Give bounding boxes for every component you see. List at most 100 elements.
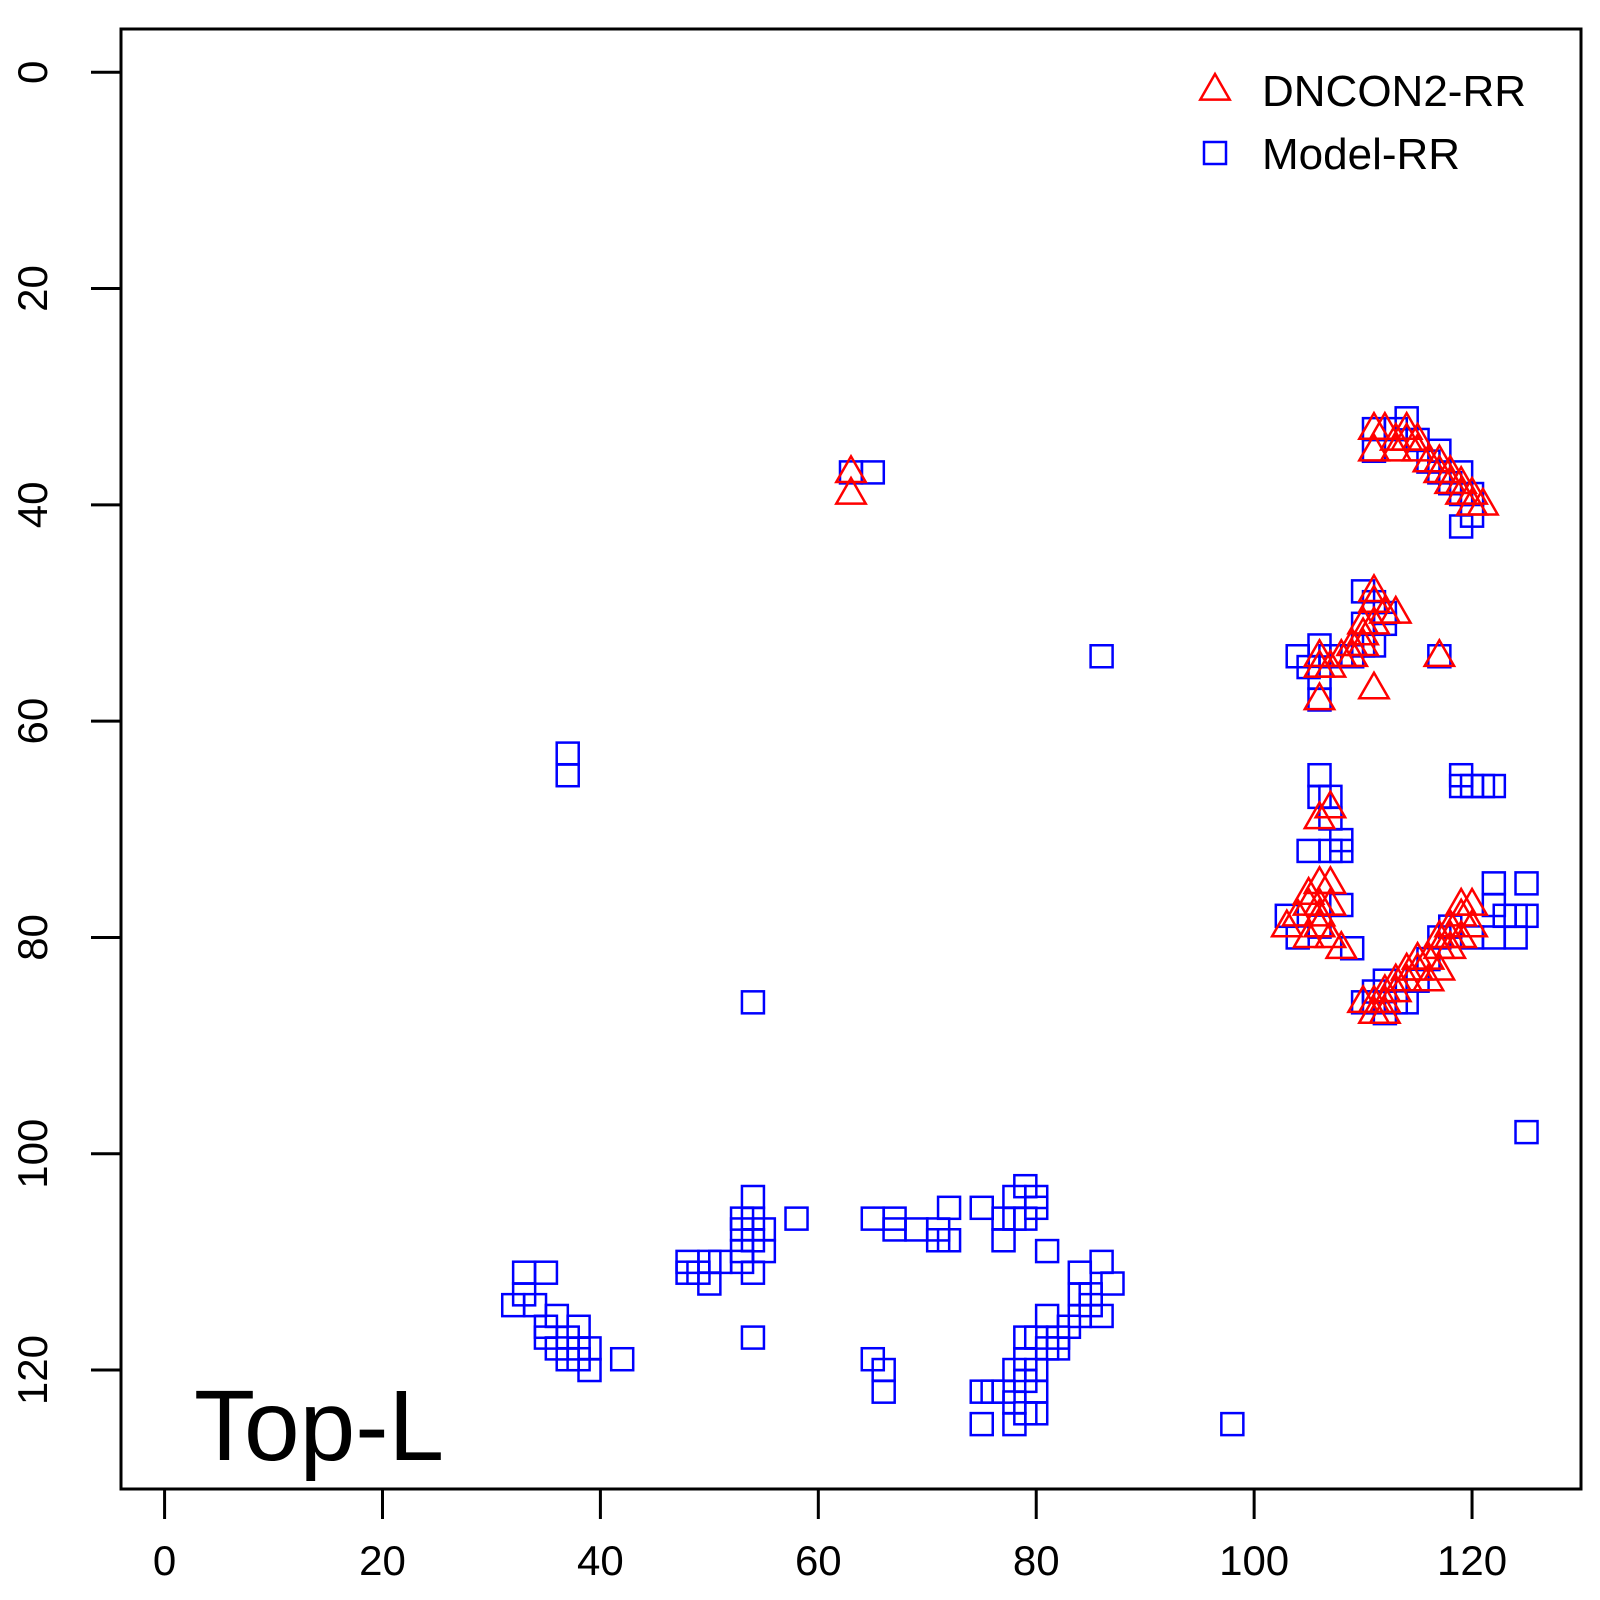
chart-annotation: Top-L — [194, 1370, 444, 1482]
dncon2-rr-point — [1302, 648, 1337, 678]
dncon2-rr-point — [1280, 897, 1315, 927]
dncon2-rr-point — [1455, 475, 1489, 505]
dncon2-rr-point — [1357, 583, 1391, 614]
series-0 — [500, 406, 1539, 1437]
dncon2-rr-point — [1346, 605, 1380, 635]
model-rr-point — [1100, 1271, 1125, 1296]
dncon2-rr-point — [1389, 962, 1424, 992]
x-tick-label: 40 — [577, 1537, 624, 1584]
dncon2-rr-point — [1389, 410, 1424, 440]
model-rr-point — [784, 1206, 809, 1231]
dncon2-rr-point — [834, 475, 868, 505]
dncon2-rr-point — [1378, 432, 1413, 462]
y-tick-label: 40 — [9, 481, 56, 528]
y-tick-label: 20 — [9, 265, 56, 312]
x-tick-label: 60 — [795, 1537, 842, 1584]
dncon2-rr-point — [1346, 626, 1380, 657]
dncon2-rr-point — [1455, 886, 1489, 916]
legend-label: DNCON2-RR — [1262, 67, 1526, 116]
dncon2-rr-point — [1346, 616, 1380, 646]
model-rr-point — [1307, 762, 1332, 788]
x-tick-label: 20 — [359, 1537, 406, 1584]
model-rr-point — [1514, 871, 1539, 896]
model-rr-point — [555, 741, 580, 766]
dncon2-rr-point — [1378, 594, 1413, 624]
model-rr-point — [1427, 644, 1452, 669]
model-rr-point — [740, 1325, 766, 1350]
series-layer — [500, 406, 1539, 1437]
legend-label: Model-RR — [1262, 130, 1460, 179]
y-tick-label: 0 — [9, 61, 56, 84]
model-rr-point — [1034, 1303, 1060, 1329]
dncon2-rr-point — [1291, 875, 1326, 906]
dncon2-rr-point — [1400, 432, 1435, 462]
dncon2-rr-point — [1302, 681, 1337, 711]
model-rr-point — [675, 1260, 700, 1285]
dncon2-rr-point — [1313, 918, 1348, 949]
dncon2-rr-point — [1302, 897, 1337, 927]
x-tick-label: 0 — [153, 1537, 176, 1584]
model-rr-point — [1514, 1119, 1539, 1145]
dncon2-rr-point — [1269, 908, 1304, 938]
y-axis: 0 20 40 60 80 100 120 — [9, 61, 123, 1405]
series-1 — [834, 410, 1500, 1024]
model-rr-point — [1448, 773, 1474, 799]
dncon2-rr-point — [1357, 432, 1391, 462]
y-tick-label: 60 — [9, 698, 56, 745]
legend-square-icon — [1202, 140, 1228, 166]
model-rr-point — [969, 1379, 994, 1404]
plot-frame — [119, 27, 1583, 1491]
model-rr-point — [609, 1346, 635, 1372]
model-rr-point — [1067, 1260, 1093, 1285]
model-rr-point — [904, 1217, 929, 1242]
model-rr-point — [1481, 871, 1507, 896]
x-axis: 0 20 40 60 80 100 120 — [153, 1487, 1507, 1584]
model-rr-point — [1503, 925, 1528, 950]
model-rr-point — [1220, 1411, 1245, 1437]
model-rr-point — [533, 1260, 559, 1285]
model-rr-point — [740, 1184, 766, 1210]
dncon2-rr-point — [1313, 789, 1348, 819]
dncon2-rr-point — [1302, 799, 1337, 830]
dncon2-rr-point — [1444, 897, 1479, 927]
model-rr-point — [871, 1379, 896, 1404]
dncon2-rr-point — [1324, 929, 1359, 960]
legend: DNCON2-RR Model-RR — [1198, 67, 1526, 179]
dncon2-rr-point — [1422, 951, 1457, 981]
dncon2-rr-point — [1357, 572, 1391, 603]
dncon2-rr-point — [1444, 464, 1479, 495]
model-rr-point — [1089, 644, 1114, 669]
dncon2-rr-point — [1466, 486, 1500, 516]
model-rr-point — [860, 1206, 886, 1231]
model-rr-point — [1329, 838, 1354, 864]
y-tick-label: 80 — [9, 914, 56, 961]
y-tick-label: 120 — [9, 1335, 56, 1405]
dncon2-rr-point — [1313, 886, 1348, 916]
model-rr-point — [1307, 687, 1332, 712]
dncon2-rr-point — [1389, 951, 1424, 981]
dncon2-rr-point — [1367, 983, 1402, 1014]
model-rr-point — [1023, 1401, 1049, 1426]
model-rr-point — [1296, 838, 1321, 864]
dncon2-rr-point — [1433, 453, 1468, 484]
model-rr-point — [860, 460, 886, 485]
dncon2-rr-point — [1411, 962, 1446, 992]
dncon2-rr-point — [1433, 929, 1468, 960]
dncon2-rr-point — [1367, 410, 1402, 440]
dncon2-rr-point — [1291, 918, 1326, 949]
model-rr-point — [991, 1228, 1016, 1253]
model-rr-point — [1013, 1206, 1038, 1231]
x-tick-label: 80 — [1013, 1537, 1060, 1584]
dncon2-rr-point — [1433, 908, 1468, 938]
model-rr-point — [729, 1217, 755, 1242]
model-rr-point — [1481, 773, 1507, 799]
dncon2-rr-point — [1291, 886, 1326, 916]
dncon2-rr-point — [1302, 864, 1337, 895]
model-rr-point — [566, 1346, 591, 1372]
dncon2-rr-point — [1422, 637, 1457, 668]
legend-triangle-icon — [1198, 71, 1232, 101]
model-rr-point — [1034, 1238, 1060, 1264]
model-rr-point — [511, 1260, 537, 1285]
model-rr-point — [555, 762, 580, 788]
